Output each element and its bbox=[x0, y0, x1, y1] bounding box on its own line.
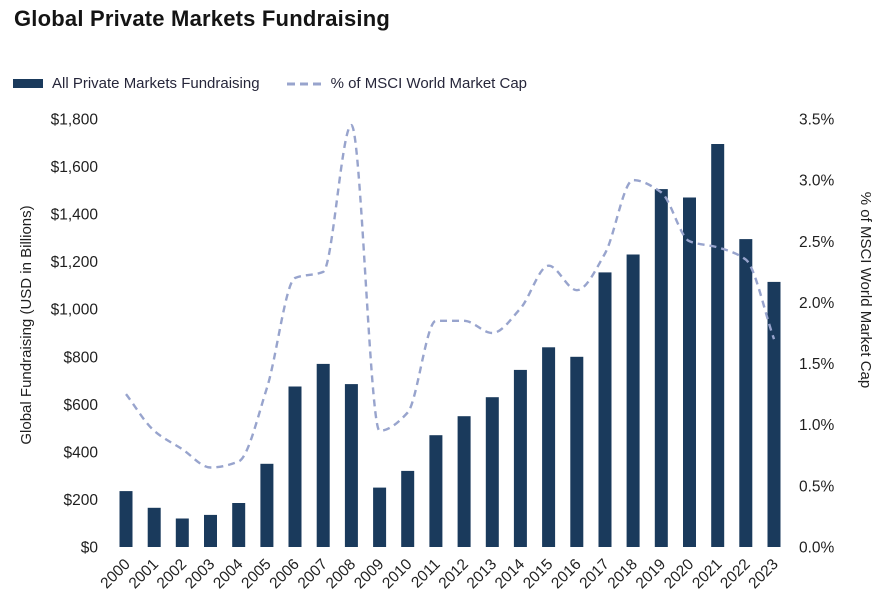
bar-2018 bbox=[626, 254, 640, 547]
x-tick-2005: 2005 bbox=[238, 556, 274, 592]
bar-2016 bbox=[570, 356, 584, 547]
right-tick-3.0: 3.0% bbox=[799, 173, 835, 190]
dashed-line-swatch-icon bbox=[286, 82, 321, 85]
x-tick-2019: 2019 bbox=[633, 556, 669, 592]
left-tick-1600: $1,600 bbox=[51, 159, 99, 176]
bar-2012 bbox=[457, 416, 471, 547]
page-title: Global Private Markets Fundraising bbox=[14, 6, 391, 31]
x-tick-2017: 2017 bbox=[576, 556, 612, 592]
bar-2006 bbox=[288, 386, 302, 547]
bar-2010 bbox=[401, 470, 415, 547]
x-tick-2000: 2000 bbox=[97, 556, 134, 593]
bar-2009 bbox=[373, 487, 387, 547]
left-tick-1800: $1,800 bbox=[51, 112, 99, 129]
bar-2005 bbox=[260, 463, 274, 547]
bar-2000 bbox=[119, 491, 133, 547]
bar-2020 bbox=[683, 197, 696, 547]
bar-2002 bbox=[175, 518, 189, 547]
x-tick-2011: 2011 bbox=[408, 556, 444, 592]
left-tick-200: $200 bbox=[64, 492, 99, 509]
x-tick-2022: 2022 bbox=[717, 556, 753, 592]
bar-2021 bbox=[711, 144, 725, 547]
left-tick-1000: $1,000 bbox=[51, 302, 99, 319]
x-tick-2001: 2001 bbox=[126, 556, 162, 592]
x-tick-2012: 2012 bbox=[436, 556, 472, 592]
left-tick-1200: $1,200 bbox=[51, 254, 99, 271]
x-tick-2003: 2003 bbox=[182, 556, 218, 592]
x-tick-2007: 2007 bbox=[295, 556, 331, 592]
fundraising-chart: $0 $200 $400 $600 $800 $1,000 $1,200 $1,400 $1,6… bbox=[18, 112, 874, 593]
right-tick-0.0: 0.0% bbox=[799, 540, 835, 557]
bar-2008 bbox=[344, 384, 358, 547]
msci-percent-line bbox=[125, 123, 776, 469]
right-tick-2.5: 2.5% bbox=[799, 234, 835, 251]
legend-label-msci: % of MSCI World Market Cap bbox=[330, 75, 528, 92]
legend-item-msci: % of MSCI World Market Cap bbox=[286, 75, 527, 92]
bar-2014 bbox=[513, 369, 527, 547]
x-tick-2014: 2014 bbox=[492, 556, 529, 593]
x-tick-2009: 2009 bbox=[351, 556, 387, 592]
bar-2011 bbox=[429, 435, 443, 547]
bar-2013 bbox=[485, 397, 499, 547]
x-tick-2020: 2020 bbox=[661, 556, 698, 593]
x-tick-2023: 2023 bbox=[745, 556, 781, 592]
x-tick-2002: 2002 bbox=[154, 556, 190, 592]
bar-2022 bbox=[739, 239, 753, 547]
legend-item-fundraising: All Private Markets Fundraising bbox=[13, 75, 260, 92]
right-tick-0.5: 0.5% bbox=[799, 478, 835, 495]
x-tick-2016: 2016 bbox=[548, 556, 584, 592]
right-axis-title: % of MSCI World Market Cap bbox=[857, 192, 874, 388]
x-tick-2008: 2008 bbox=[323, 556, 359, 592]
bar-2019 bbox=[654, 189, 668, 547]
bar-2004 bbox=[232, 503, 246, 547]
legend: All Private Markets Fundraising % of MSC… bbox=[13, 75, 527, 92]
legend-label-fundraising: All Private Markets Fundraising bbox=[52, 75, 260, 92]
bar-2007 bbox=[316, 363, 330, 547]
x-tick-2021: 2021 bbox=[689, 556, 725, 592]
left-tick-600: $600 bbox=[64, 397, 99, 414]
bar-2015 bbox=[542, 347, 556, 547]
x-tick-2010: 2010 bbox=[379, 556, 416, 593]
bar-series-swatch-icon bbox=[13, 79, 43, 88]
right-tick-3.5: 3.5% bbox=[799, 112, 835, 129]
left-axis-title: Global Fundraising (USD in Billions) bbox=[18, 205, 35, 444]
bar-2017 bbox=[598, 272, 612, 547]
right-tick-1.0: 1.0% bbox=[799, 417, 835, 434]
x-tick-2013: 2013 bbox=[464, 556, 500, 592]
x-tick-2018: 2018 bbox=[605, 556, 641, 592]
right-tick-1.5: 1.5% bbox=[799, 356, 835, 373]
left-tick-400: $400 bbox=[64, 444, 99, 461]
x-tick-2004: 2004 bbox=[210, 556, 247, 593]
bar-2023 bbox=[767, 281, 781, 547]
left-tick-0: $0 bbox=[81, 540, 99, 557]
bar-2003 bbox=[204, 514, 217, 547]
left-tick-800: $800 bbox=[64, 349, 99, 366]
x-tick-2006: 2006 bbox=[266, 556, 302, 592]
x-tick-2015: 2015 bbox=[520, 556, 556, 592]
bar-2001 bbox=[147, 507, 161, 547]
left-tick-1400: $1,400 bbox=[51, 207, 99, 224]
right-tick-2.0: 2.0% bbox=[799, 295, 835, 312]
